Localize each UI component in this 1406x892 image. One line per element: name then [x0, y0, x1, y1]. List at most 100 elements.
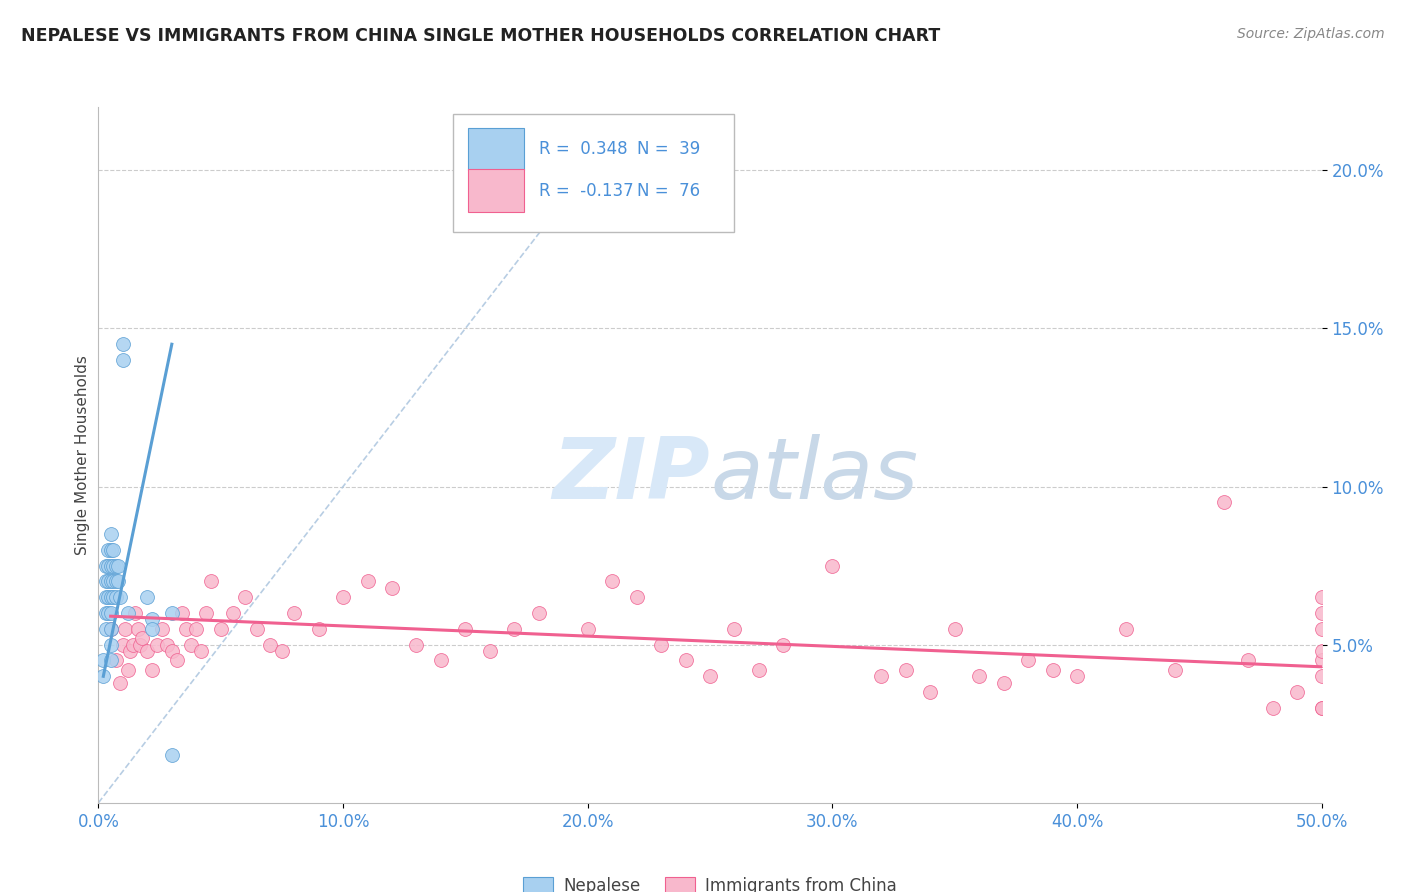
- FancyBboxPatch shape: [468, 169, 524, 211]
- Point: [209, 622, 232, 636]
- Point: [894, 663, 917, 677]
- Text: NEPALESE VS IMMIGRANTS FROM CHINA SINGLE MOTHER HOUSEHOLDS CORRELATION CHART: NEPALESE VS IMMIGRANTS FROM CHINA SINGLE…: [21, 27, 941, 45]
- Point: [160, 748, 183, 763]
- Point: [111, 638, 134, 652]
- Point: [97, 574, 120, 589]
- Point: [870, 669, 893, 683]
- Point: [195, 606, 218, 620]
- Point: [100, 638, 122, 652]
- Point: [626, 591, 648, 605]
- Point: [160, 606, 183, 620]
- Point: [104, 591, 127, 605]
- Point: [100, 622, 122, 636]
- Point: [503, 622, 526, 636]
- Point: [1164, 663, 1187, 677]
- Point: [200, 574, 222, 589]
- Point: [308, 622, 330, 636]
- Point: [222, 606, 245, 620]
- Point: [146, 638, 169, 652]
- Point: [332, 591, 354, 605]
- Point: [1310, 701, 1333, 715]
- Point: [141, 612, 163, 626]
- Point: [101, 558, 124, 573]
- Point: [111, 353, 134, 368]
- Point: [97, 606, 120, 620]
- Text: N =  39: N = 39: [637, 140, 700, 158]
- Point: [100, 653, 122, 667]
- Point: [94, 606, 117, 620]
- Point: [170, 606, 193, 620]
- Point: [91, 653, 114, 667]
- Point: [699, 669, 721, 683]
- Point: [110, 675, 132, 690]
- Point: [1310, 644, 1333, 658]
- Point: [101, 591, 124, 605]
- Point: [114, 622, 136, 636]
- Point: [97, 591, 120, 605]
- Point: [107, 558, 129, 573]
- Point: [166, 653, 188, 667]
- Point: [270, 644, 294, 658]
- Point: [1017, 653, 1039, 667]
- Text: atlas: atlas: [710, 434, 918, 517]
- Point: [150, 622, 173, 636]
- Point: [675, 653, 697, 667]
- Point: [478, 644, 501, 658]
- Point: [156, 638, 179, 652]
- Point: [723, 622, 745, 636]
- Point: [576, 622, 599, 636]
- Point: [127, 622, 149, 636]
- Point: [1310, 653, 1333, 667]
- Point: [1310, 701, 1333, 715]
- Point: [920, 685, 942, 699]
- Point: [430, 653, 453, 667]
- Point: [160, 644, 183, 658]
- Point: [993, 675, 1015, 690]
- Point: [1310, 622, 1333, 636]
- Legend: Nepalese, Immigrants from China: Nepalese, Immigrants from China: [516, 871, 904, 892]
- Y-axis label: Single Mother Households: Single Mother Households: [75, 355, 90, 555]
- Point: [110, 591, 132, 605]
- Point: [1237, 653, 1260, 667]
- Point: [1286, 685, 1309, 699]
- Point: [141, 622, 163, 636]
- Point: [283, 606, 305, 620]
- Point: [136, 644, 159, 658]
- Point: [101, 542, 124, 557]
- Point: [748, 663, 770, 677]
- Point: [94, 558, 117, 573]
- Point: [100, 591, 122, 605]
- Point: [100, 606, 122, 620]
- Point: [246, 622, 269, 636]
- Point: [136, 591, 159, 605]
- Point: [1212, 495, 1234, 509]
- Point: [1310, 669, 1333, 683]
- Point: [381, 581, 404, 595]
- Point: [405, 638, 427, 652]
- Point: [186, 622, 208, 636]
- Point: [141, 663, 163, 677]
- Point: [124, 606, 146, 620]
- Point: [100, 527, 122, 541]
- Point: [94, 574, 117, 589]
- Point: [527, 606, 550, 620]
- Point: [967, 669, 990, 683]
- Point: [1042, 663, 1064, 677]
- Point: [233, 591, 256, 605]
- Point: [131, 632, 153, 646]
- Point: [1310, 606, 1333, 620]
- Point: [100, 622, 122, 636]
- Point: [104, 653, 127, 667]
- Text: R =  -0.137: R = -0.137: [538, 182, 634, 200]
- Point: [1115, 622, 1137, 636]
- Point: [117, 606, 139, 620]
- Point: [1310, 591, 1333, 605]
- Text: N =  76: N = 76: [637, 182, 700, 200]
- Point: [94, 591, 117, 605]
- Point: [943, 622, 966, 636]
- Point: [821, 558, 844, 573]
- Point: [121, 638, 143, 652]
- Point: [454, 622, 477, 636]
- Text: ZIP: ZIP: [553, 434, 710, 517]
- FancyBboxPatch shape: [468, 128, 524, 170]
